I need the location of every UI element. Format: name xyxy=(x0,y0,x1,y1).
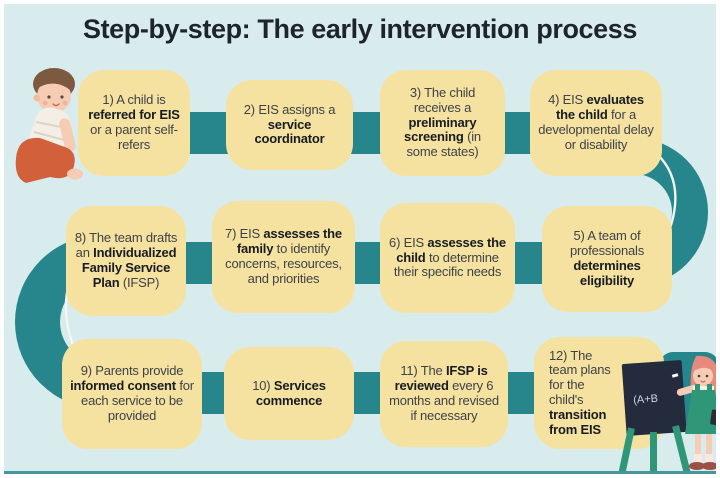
step-box-1: 1) A child is referred for EIS or a pare… xyxy=(78,70,190,176)
step-box-6: 6) EIS assesses the child to determine t… xyxy=(380,203,515,313)
step-box-7: 7) EIS assesses the family to identify c… xyxy=(212,201,355,313)
page-title: Step-by-step: The early intervention pro… xyxy=(82,14,638,44)
step-box-11: 11) The IFSP is reviewed every 6 months … xyxy=(380,341,508,447)
connector-2-3 xyxy=(348,112,386,154)
step-box-2: 2) EIS assigns a service coordinator xyxy=(226,80,353,170)
bottom-edge-line xyxy=(4,471,716,474)
connector-6-5 xyxy=(510,242,548,284)
step-box-8: 8) The team drafts an Individualized Fam… xyxy=(66,206,186,316)
step-box-10: 10) Services commence xyxy=(224,347,354,440)
connector-1-2 xyxy=(184,112,232,154)
step-box-12: 12) The team plans for the child's trans… xyxy=(534,337,664,449)
connector-10-11 xyxy=(349,372,386,414)
step-box-3: 3) The child receives a preliminary scre… xyxy=(380,70,505,176)
connector-after-12 xyxy=(659,352,716,426)
step-box-9: 9) Parents provide informed consent for … xyxy=(62,339,202,449)
step-box-4: 4) EIS evaluates the child for a develop… xyxy=(530,70,662,176)
connector-8-7 xyxy=(181,242,218,284)
step-box-5: 5) A team of professionals determines el… xyxy=(542,206,672,312)
connector-11-12 xyxy=(503,372,540,414)
